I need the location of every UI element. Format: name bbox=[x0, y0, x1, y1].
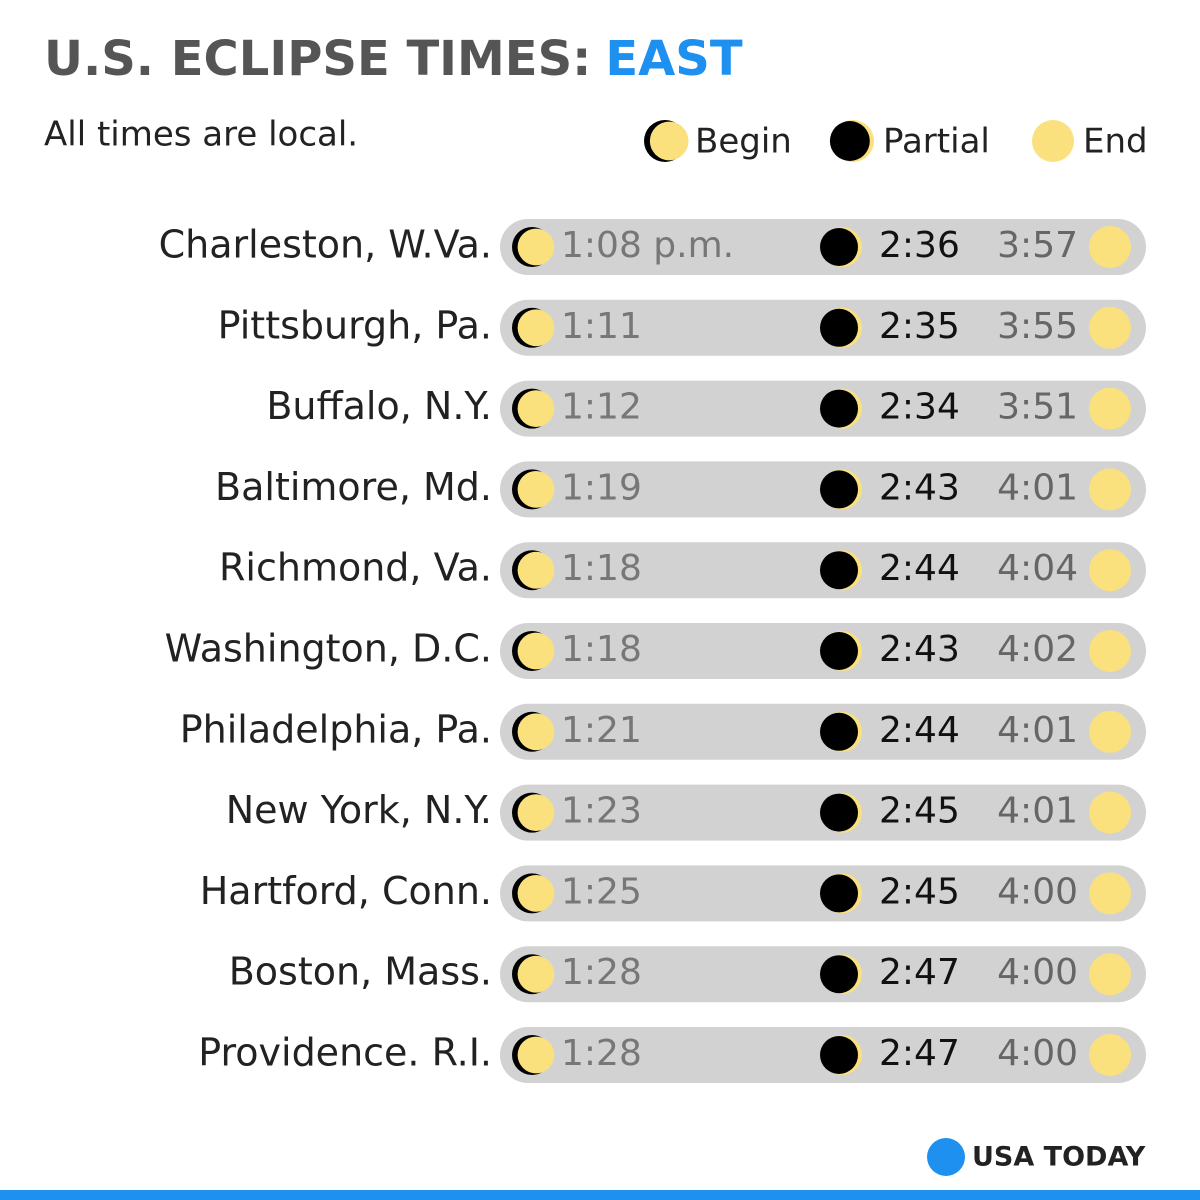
begin-time: 1:12 bbox=[561, 387, 642, 428]
partial-icon-moon bbox=[820, 389, 858, 428]
begin-icon-sun bbox=[649, 121, 689, 161]
partial-icon-moon bbox=[820, 793, 858, 832]
partial-icon-moon bbox=[820, 551, 858, 590]
end-icon bbox=[1089, 1034, 1131, 1076]
city: Buffalo, N.Y. bbox=[266, 384, 492, 428]
end-icon bbox=[1089, 872, 1131, 915]
legend-label: End bbox=[1083, 122, 1148, 162]
logo: USA TODAY bbox=[972, 1142, 1146, 1173]
partial-time: 2:34 bbox=[879, 387, 960, 428]
partial-icon-moon bbox=[820, 1036, 858, 1074]
title-main: U.S. ECLIPSE TIMES: bbox=[44, 31, 591, 87]
bottom-rule bbox=[0, 1190, 1200, 1200]
end-icon bbox=[1089, 387, 1131, 430]
partial-icon-moon bbox=[820, 308, 858, 347]
end-time: 3:57 bbox=[997, 225, 1078, 266]
end-icon bbox=[1089, 953, 1131, 996]
partial-icon-moon bbox=[820, 228, 858, 266]
end-time: 4:00 bbox=[997, 1033, 1078, 1074]
end-time: 4:01 bbox=[997, 710, 1078, 751]
end-time: 4:00 bbox=[997, 871, 1078, 912]
begin-icon-sun bbox=[517, 875, 555, 912]
end-icon bbox=[1089, 710, 1131, 753]
end-icon bbox=[1089, 226, 1131, 268]
end-icon bbox=[1089, 549, 1131, 592]
city: Washington, D.C. bbox=[165, 627, 492, 671]
begin-time: 1:25 bbox=[561, 871, 642, 912]
city: Providence. R.I. bbox=[198, 1031, 492, 1075]
subtitle: All times are local. bbox=[44, 115, 358, 155]
end-time: 4:01 bbox=[997, 467, 1078, 508]
begin-time: 1:21 bbox=[561, 710, 642, 751]
partial-time: 2:44 bbox=[879, 710, 960, 751]
begin-icon-sun bbox=[517, 794, 555, 831]
begin-icon-sun bbox=[517, 632, 555, 670]
partial-icon-moon bbox=[820, 955, 858, 994]
city: Charleston, W.Va. bbox=[159, 223, 492, 267]
partial-time: 2:47 bbox=[879, 952, 960, 993]
logo-dot bbox=[927, 1138, 965, 1176]
partial-icon-moon bbox=[820, 874, 858, 913]
legend-label: Begin bbox=[695, 122, 792, 162]
begin-icon-sun bbox=[517, 955, 555, 993]
end-icon bbox=[1032, 120, 1074, 162]
title: U.S. ECLIPSE TIMES: EAST bbox=[44, 31, 743, 87]
city: New York, N.Y. bbox=[226, 788, 492, 832]
partial-time: 2:44 bbox=[879, 548, 960, 589]
begin-time: 1:18 bbox=[561, 629, 642, 670]
begin-time: 1:08 p.m. bbox=[561, 225, 734, 266]
title-accent: EAST bbox=[605, 31, 743, 87]
city: Hartford, Conn. bbox=[200, 869, 492, 913]
begin-time: 1:11 bbox=[561, 306, 642, 347]
begin-time: 1:18 bbox=[561, 548, 642, 589]
end-time: 3:51 bbox=[997, 387, 1078, 428]
city: Boston, Mass. bbox=[229, 950, 492, 994]
end-time: 4:02 bbox=[997, 629, 1078, 670]
city: Richmond, Va. bbox=[219, 546, 492, 590]
end-time: 4:04 bbox=[997, 548, 1078, 589]
partial-icon-moon bbox=[820, 632, 858, 670]
partial-time: 2:43 bbox=[879, 629, 960, 670]
partial-time: 2:45 bbox=[879, 791, 960, 832]
end-icon bbox=[1089, 791, 1131, 834]
begin-icon-sun bbox=[517, 471, 555, 508]
partial-time: 2:43 bbox=[879, 467, 960, 508]
city: Baltimore, Md. bbox=[215, 465, 492, 509]
partial-time: 2:45 bbox=[879, 871, 960, 912]
begin-icon-sun bbox=[517, 228, 555, 266]
partial-icon-moon bbox=[820, 712, 858, 751]
partial-time: 2:47 bbox=[879, 1033, 960, 1074]
end-time: 4:01 bbox=[997, 791, 1078, 832]
begin-time: 1:19 bbox=[561, 467, 642, 508]
partial-time: 2:35 bbox=[879, 306, 960, 347]
legend-label: Partial bbox=[883, 122, 990, 162]
begin-icon-sun bbox=[517, 551, 555, 589]
begin-icon-sun bbox=[517, 1036, 555, 1074]
city: Pittsburgh, Pa. bbox=[218, 303, 492, 347]
partial-icon-moon bbox=[820, 470, 858, 509]
begin-icon-sun bbox=[517, 390, 555, 427]
end-icon bbox=[1089, 630, 1131, 672]
begin-time: 1:28 bbox=[561, 952, 642, 993]
partial-icon-moon bbox=[829, 121, 870, 161]
begin-time: 1:28 bbox=[561, 1033, 642, 1074]
end-time: 4:00 bbox=[997, 952, 1078, 993]
end-time: 3:55 bbox=[997, 306, 1078, 347]
end-icon bbox=[1089, 306, 1131, 349]
begin-icon-sun bbox=[517, 309, 555, 347]
city: Philadelphia, Pa. bbox=[180, 707, 492, 751]
begin-icon-sun bbox=[517, 713, 555, 751]
end-icon bbox=[1089, 468, 1131, 511]
partial-time: 2:36 bbox=[879, 225, 960, 266]
begin-time: 1:23 bbox=[561, 791, 642, 832]
